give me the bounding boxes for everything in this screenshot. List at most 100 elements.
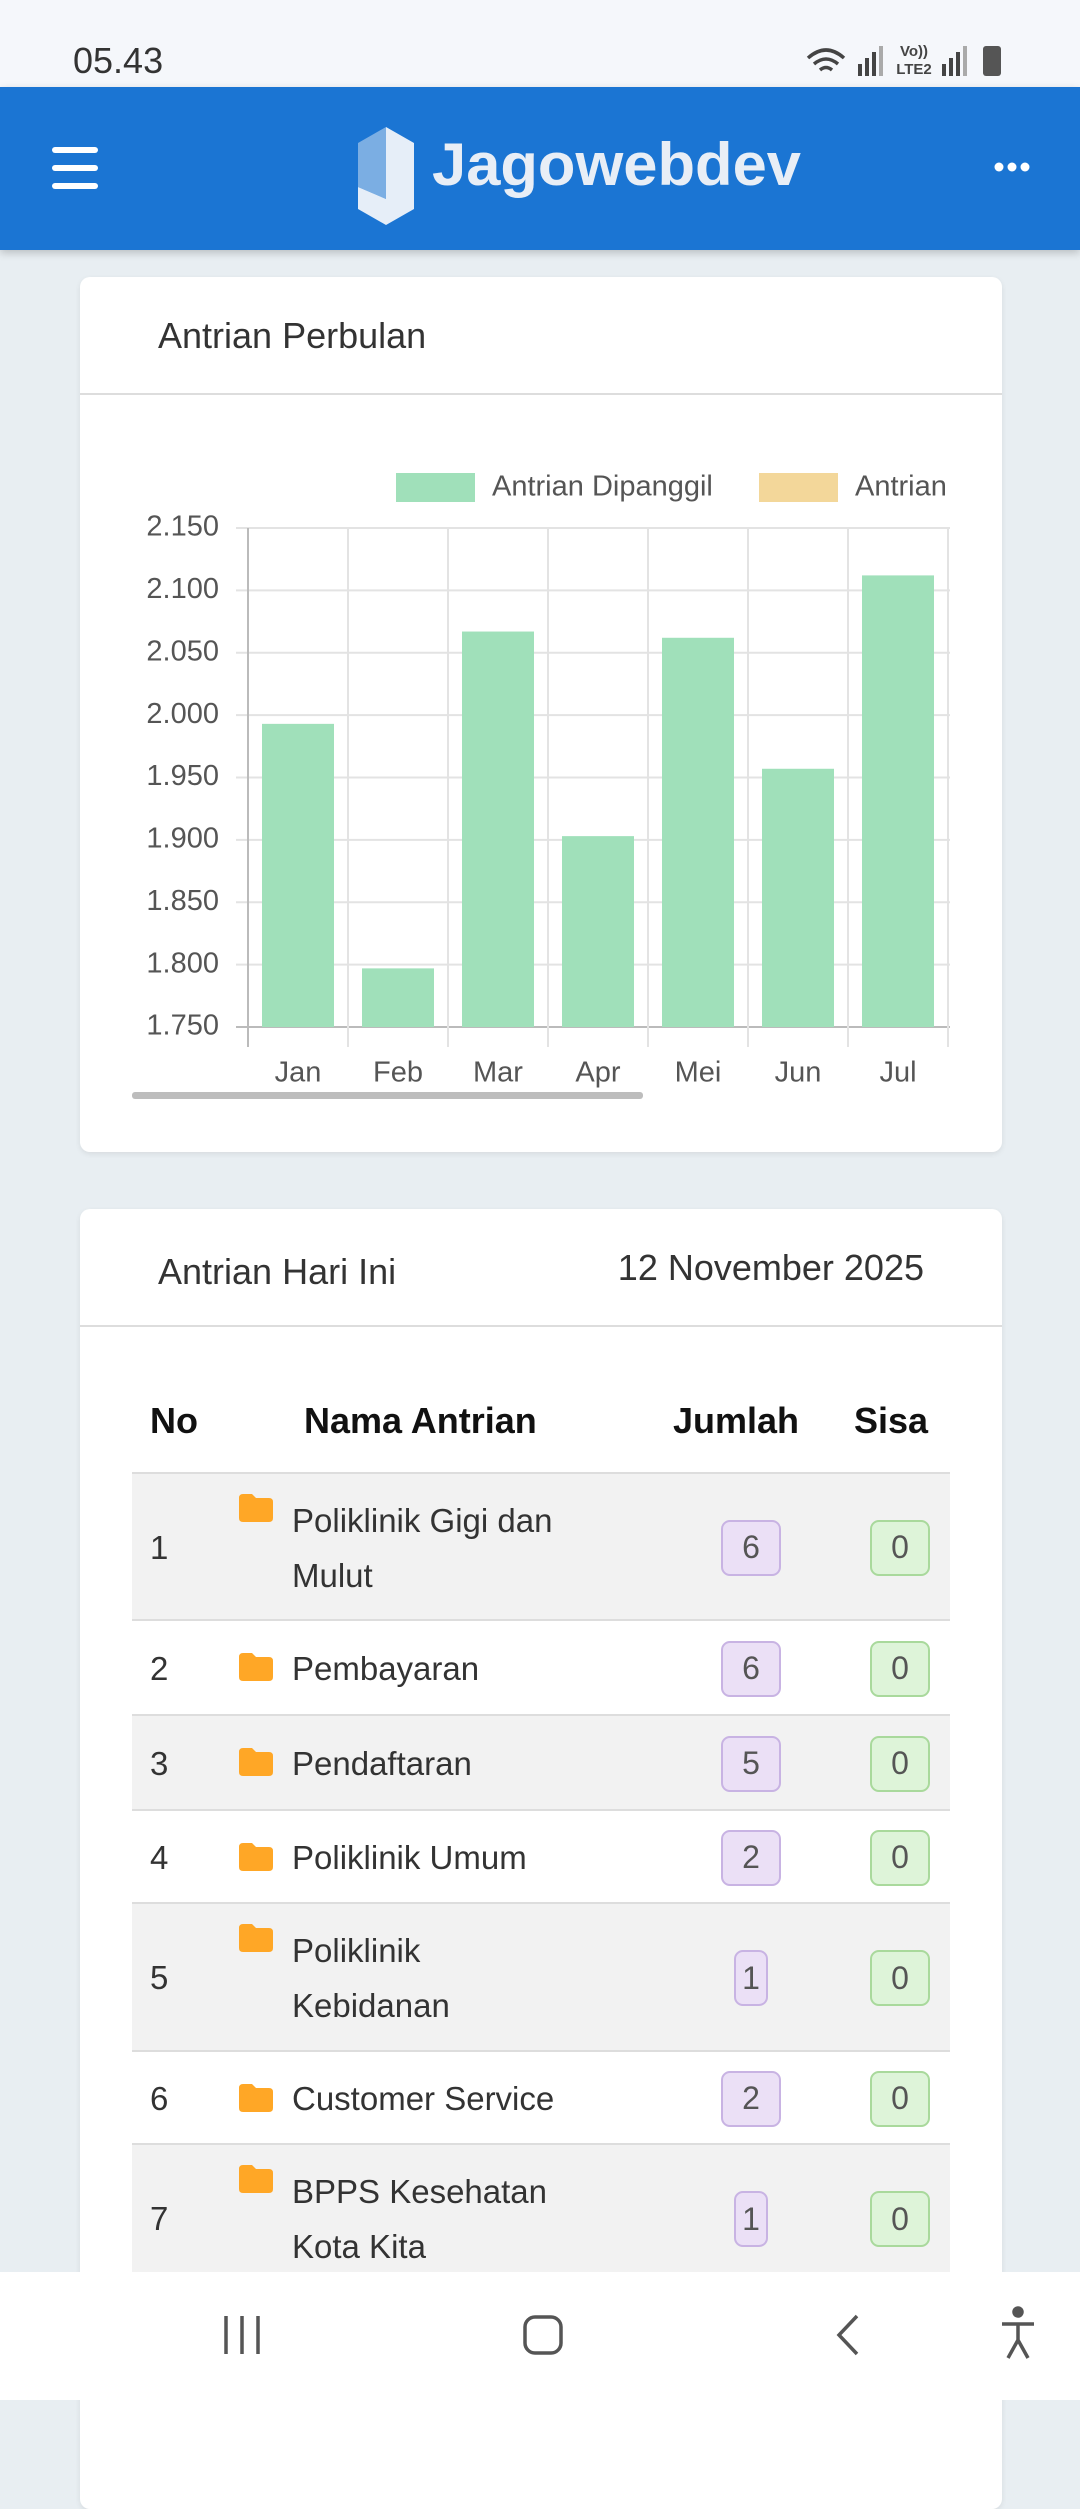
- remaining-badge: 0: [870, 1735, 930, 1792]
- queue-name-cell: Poliklinik Umum: [237, 1811, 577, 1904]
- bar: [662, 637, 734, 1027]
- remaining-badge: 0: [870, 1519, 930, 1576]
- card-header: [80, 277, 1002, 395]
- more-button[interactable]: [994, 162, 1030, 172]
- y-tick-label: 1.750: [146, 1010, 219, 1042]
- row-number: 2: [150, 1649, 169, 1687]
- count-badge: 2: [721, 2070, 781, 2127]
- column-header: Jumlah: [673, 1400, 800, 1441]
- queue-name-cell: Customer Service: [237, 2052, 577, 2145]
- app-bar: Jagowebdev: [0, 87, 1080, 250]
- brand: Jagowebdev: [432, 131, 802, 198]
- row-number: 6: [150, 2079, 169, 2117]
- home-button[interactable]: [523, 2315, 563, 2355]
- table-row: 2 Pembayaran 6 0: [132, 1619, 950, 1716]
- bar: [462, 631, 534, 1027]
- row-number: 1: [150, 1528, 169, 1566]
- remaining-badge: 0: [870, 1950, 930, 2006]
- count-badge: 5: [721, 1735, 781, 1792]
- card-title: Antrian Hari Ini: [158, 1251, 397, 1292]
- svg-text:Vo)): Vo)): [900, 43, 928, 60]
- x-tick-label: Jan: [275, 1057, 322, 1089]
- folder-icon: [239, 1843, 273, 1871]
- app-bar-graphics: Jagowebdev: [52, 127, 1030, 225]
- folder-icon: [239, 2084, 273, 2112]
- legend-swatch: [759, 473, 838, 502]
- folder-shape: [239, 1653, 273, 1681]
- nav-icons: [224, 2306, 1034, 2359]
- count-badge: 1: [734, 2191, 768, 2247]
- row-number: 7: [150, 2200, 169, 2237]
- queue-name: Poliklinik Kebidanan: [292, 1932, 450, 2024]
- count-badge: 6: [721, 1519, 781, 1576]
- status-icons: Vo))LTE2: [806, 43, 1001, 78]
- x-tick-label: Jun: [775, 1057, 822, 1089]
- folder-shape: [239, 1494, 273, 1522]
- count-badge: 1: [734, 1950, 768, 2006]
- queue-name: Poliklinik Umum: [292, 1839, 527, 1876]
- table-row: 5 Poliklinik Kebidanan 1 0: [132, 1902, 950, 2052]
- folder-shape: [239, 1843, 273, 1871]
- bar: [562, 836, 634, 1027]
- folder-shape: [239, 1924, 273, 1952]
- table-row: 1 Poliklinik Gigi dan Mulut 6 0: [132, 1472, 950, 1621]
- bar: [762, 768, 834, 1027]
- back-button[interactable]: [836, 2314, 859, 2356]
- y-tick-label: 1.900: [146, 823, 219, 855]
- table-row: 4 Poliklinik Umum 2 0: [132, 1809, 950, 1904]
- folder-shape: [239, 1748, 273, 1776]
- legend-swatch: [396, 473, 475, 502]
- card-title: Antrian Perbulan: [158, 315, 427, 356]
- x-tick-label: Apr: [575, 1057, 620, 1089]
- y-tick-label: 2.150: [146, 511, 219, 543]
- queue-name: BPPS Kesehatan Kota Kita: [292, 2173, 548, 2265]
- column-header: No: [150, 1400, 198, 1441]
- y-tick-label: 2.100: [146, 573, 219, 605]
- column-header: Sisa: [854, 1400, 929, 1441]
- remaining-badge: 0: [870, 1829, 930, 1886]
- folder-icon: [239, 1494, 273, 1522]
- card-date: 12 November 2025: [617, 1247, 924, 1288]
- row-number: 5: [150, 1959, 169, 1996]
- menu-button[interactable]: [52, 147, 98, 189]
- count-badge: 6: [721, 1640, 781, 1697]
- nav-bar: [0, 2272, 1080, 2400]
- clock: 05.43: [73, 40, 164, 81]
- y-tick-label: 1.850: [146, 885, 219, 917]
- folder-icon: [239, 1924, 273, 1952]
- folder-shape: [239, 2165, 273, 2193]
- logo: [358, 127, 414, 225]
- table-row: 7 BPPS Kesehatan Kota Kita 1 0: [132, 2143, 950, 2293]
- remaining-badge: 0: [870, 1640, 930, 1697]
- queue-name-cell: Poliklinik Kebidanan: [237, 1904, 577, 2052]
- bar: [862, 575, 934, 1027]
- y-tick-label: 2.050: [146, 635, 219, 667]
- x-tick-label: Jul: [879, 1057, 916, 1089]
- recents-button[interactable]: [224, 2316, 260, 2354]
- bar: [362, 968, 434, 1027]
- queue-name: Pembayaran: [292, 1650, 480, 1687]
- status-bar: 05.43 Vo)) LTE2: [0, 0, 1080, 87]
- y-tick-label: 1.800: [146, 947, 219, 979]
- queue-name-cell: Pendaftaran: [237, 1716, 577, 1811]
- queue-name-cell: Pembayaran: [237, 1621, 577, 1716]
- remaining-badge: 0: [870, 2070, 930, 2127]
- queue-name-cell: Poliklinik Gigi dan Mulut: [237, 1474, 577, 1621]
- table-row: 6 Customer Service 2 0: [132, 2050, 950, 2145]
- folder-icon: [239, 1653, 273, 1681]
- row-number: 4: [150, 1838, 169, 1876]
- card-header: [80, 1209, 1002, 1327]
- accessibility-button[interactable]: [1002, 2306, 1034, 2359]
- queue-name-cell: BPPS Kesehatan Kota Kita: [237, 2145, 577, 2293]
- svg-text:LTE2: LTE2: [896, 61, 932, 78]
- chart: 1.750 1.800 1.850 1.900 1.950 2.000 2.050 2.100…: [132, 471, 950, 1099]
- folder-shape: [239, 2084, 273, 2112]
- queue-name: Customer Service: [292, 2080, 555, 2117]
- x-tick-label: Feb: [373, 1057, 423, 1089]
- folder-icon: [239, 2165, 273, 2193]
- legend-label: Antrian Dipanggil: [492, 471, 713, 503]
- queue-name: Poliklinik Gigi dan Mulut: [292, 1501, 553, 1594]
- count-badge: 2: [721, 1829, 781, 1886]
- remaining-badge: 0: [870, 2191, 930, 2247]
